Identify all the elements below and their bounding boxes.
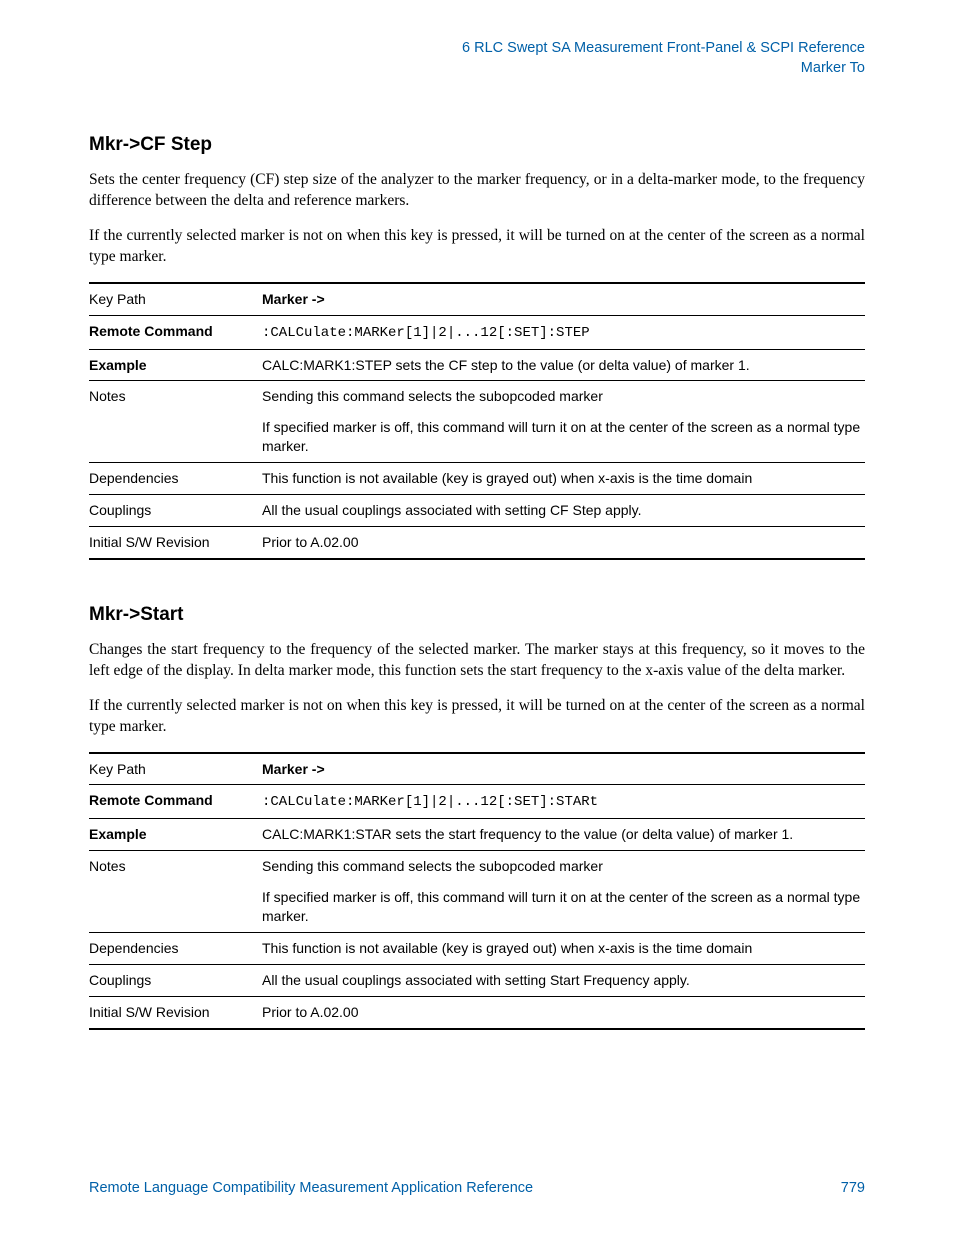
header-chapter: 6 RLC Swept SA Measurement Front-Panel &… (89, 39, 865, 59)
row-value: Prior to A.02.00 (262, 526, 865, 558)
row-label: Key Path (89, 283, 262, 315)
spec-table-cf-step: Key Path Marker -> Remote Command :CALCu… (89, 282, 865, 560)
row-value: All the usual couplings associated with … (262, 964, 865, 996)
row-value: CALC:MARK1:STEP sets the CF step to the … (262, 349, 865, 381)
table-row: Example CALC:MARK1:STAR sets the start f… (89, 819, 865, 851)
table-row: Key Path Marker -> (89, 283, 865, 315)
page-footer: Remote Language Compatibility Measuremen… (89, 1180, 865, 1196)
row-value: If specified marker is off, this command… (262, 412, 865, 462)
row-label: Dependencies (89, 932, 262, 964)
row-value: :CALCulate:MARKer[1]|2|...12[:SET]:STARt (262, 794, 598, 810)
spec-table-start: Key Path Marker -> Remote Command :CALCu… (89, 752, 865, 1030)
row-value: If specified marker is off, this command… (262, 882, 865, 932)
row-value: This function is not available (key is g… (262, 932, 865, 964)
page: 6 RLC Swept SA Measurement Front-Panel &… (0, 0, 954, 1235)
body-paragraph: Changes the start frequency to the frequ… (89, 640, 865, 682)
row-label (89, 412, 262, 462)
row-label: Initial S/W Revision (89, 996, 262, 1028)
row-value: Prior to A.02.00 (262, 996, 865, 1028)
table-row: Remote Command :CALCulate:MARKer[1]|2|..… (89, 785, 865, 819)
row-value: Marker -> (262, 753, 865, 785)
table-row: Couplings All the usual couplings associ… (89, 964, 865, 996)
body-paragraph: If the currently selected marker is not … (89, 696, 865, 738)
row-value: This function is not available (key is g… (262, 463, 865, 495)
row-label: Dependencies (89, 463, 262, 495)
row-label (89, 882, 262, 932)
table-row: Initial S/W Revision Prior to A.02.00 (89, 526, 865, 558)
table-row: If specified marker is off, this command… (89, 412, 865, 462)
row-label: Couplings (89, 964, 262, 996)
row-label: Couplings (89, 495, 262, 527)
table-row: Dependencies This function is not availa… (89, 932, 865, 964)
body-paragraph: If the currently selected marker is not … (89, 226, 865, 268)
row-value: Marker -> (262, 283, 865, 315)
section-heading-cf-step: Mkr->CF Step (89, 134, 865, 156)
table-row: Initial S/W Revision Prior to A.02.00 (89, 996, 865, 1028)
table-row: Dependencies This function is not availa… (89, 463, 865, 495)
table-row: Notes Sending this command selects the s… (89, 851, 865, 882)
row-label: Notes (89, 381, 262, 412)
table-row: Key Path Marker -> (89, 753, 865, 785)
row-label: Key Path (89, 753, 262, 785)
row-label: Example (89, 349, 262, 381)
table-row: If specified marker is off, this command… (89, 882, 865, 932)
section-heading-start: Mkr->Start (89, 604, 865, 626)
row-value: :CALCulate:MARKer[1]|2|...12[:SET]:STEP (262, 325, 590, 341)
row-label: Remote Command (89, 785, 262, 819)
page-header: 6 RLC Swept SA Measurement Front-Panel &… (89, 39, 865, 78)
table-row: Couplings All the usual couplings associ… (89, 495, 865, 527)
table-row: Remote Command :CALCulate:MARKer[1]|2|..… (89, 315, 865, 349)
header-section: Marker To (89, 59, 865, 79)
row-label: Notes (89, 851, 262, 882)
table-row: Notes Sending this command selects the s… (89, 381, 865, 412)
row-value: CALC:MARK1:STAR sets the start frequency… (262, 819, 865, 851)
body-paragraph: Sets the center frequency (CF) step size… (89, 170, 865, 212)
row-value: Sending this command selects the subopco… (262, 851, 865, 882)
table-row: Example CALC:MARK1:STEP sets the CF step… (89, 349, 865, 381)
row-label: Initial S/W Revision (89, 526, 262, 558)
row-value: All the usual couplings associated with … (262, 495, 865, 527)
page-number: 779 (841, 1180, 865, 1196)
row-label: Remote Command (89, 315, 262, 349)
row-label: Example (89, 819, 262, 851)
footer-title: Remote Language Compatibility Measuremen… (89, 1180, 533, 1196)
row-value: Sending this command selects the subopco… (262, 381, 865, 412)
